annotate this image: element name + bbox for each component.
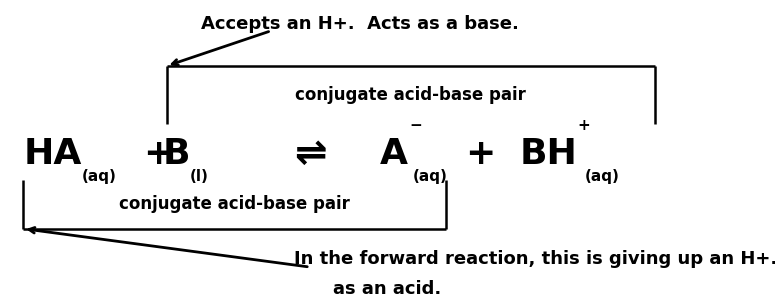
Text: +: + (465, 137, 495, 170)
Text: A: A (380, 137, 408, 170)
Text: (aq): (aq) (81, 169, 116, 184)
Text: (aq): (aq) (413, 169, 448, 184)
Text: conjugate acid-base pair: conjugate acid-base pair (119, 195, 350, 213)
Text: BH: BH (519, 137, 577, 170)
Text: (aq): (aq) (585, 169, 620, 184)
Text: (l): (l) (190, 169, 208, 184)
Text: B: B (163, 137, 190, 170)
Text: +: + (143, 137, 174, 170)
Text: as an acid.: as an acid. (333, 280, 442, 297)
Text: HA: HA (23, 137, 81, 170)
Text: conjugate acid-base pair: conjugate acid-base pair (295, 86, 526, 104)
Text: In the forward reaction, this is giving up an H+.  Acts: In the forward reaction, this is giving … (294, 251, 775, 268)
Text: −: − (409, 119, 422, 133)
Text: +: + (577, 119, 590, 133)
Text: Accepts an H+.  Acts as a base.: Accepts an H+. Acts as a base. (202, 15, 519, 33)
Text: ⇌: ⇌ (294, 134, 326, 173)
